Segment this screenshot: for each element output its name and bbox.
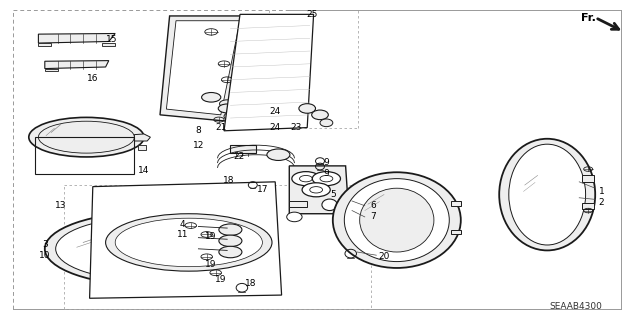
Text: 17: 17 (257, 185, 268, 194)
Text: 20: 20 (378, 252, 390, 261)
Ellipse shape (45, 212, 256, 286)
Text: 6: 6 (371, 201, 376, 210)
Text: 9: 9 (324, 169, 329, 178)
Ellipse shape (219, 246, 242, 258)
Text: 10: 10 (39, 251, 51, 260)
Text: 4: 4 (180, 220, 185, 229)
Text: 24: 24 (269, 123, 281, 132)
Ellipse shape (219, 235, 242, 247)
Polygon shape (451, 230, 461, 234)
Ellipse shape (312, 172, 340, 186)
Text: 16: 16 (87, 74, 99, 83)
Text: 19: 19 (205, 260, 217, 269)
Ellipse shape (202, 93, 221, 102)
Polygon shape (582, 175, 594, 182)
Text: 3: 3 (42, 240, 47, 249)
Text: 7: 7 (371, 212, 376, 221)
Polygon shape (45, 69, 58, 71)
Polygon shape (160, 16, 250, 121)
Ellipse shape (299, 104, 316, 113)
Text: 11: 11 (177, 230, 188, 239)
Bar (35, 137, 134, 174)
Ellipse shape (302, 183, 330, 197)
Ellipse shape (115, 218, 262, 267)
Ellipse shape (224, 113, 237, 120)
Polygon shape (230, 145, 256, 153)
Text: 9: 9 (324, 158, 329, 167)
Ellipse shape (56, 217, 245, 281)
Ellipse shape (292, 172, 320, 186)
Text: 1: 1 (599, 187, 604, 196)
Ellipse shape (333, 172, 461, 268)
Text: 24: 24 (269, 107, 281, 116)
Polygon shape (90, 182, 282, 298)
Polygon shape (451, 201, 461, 206)
Text: 19: 19 (205, 232, 217, 241)
Text: 25: 25 (307, 10, 318, 19)
Ellipse shape (220, 100, 235, 108)
Polygon shape (582, 203, 594, 209)
Text: 18: 18 (223, 176, 235, 185)
Text: 14: 14 (138, 166, 150, 175)
Text: 18: 18 (245, 279, 257, 288)
Text: 5: 5 (330, 190, 335, 199)
Polygon shape (138, 145, 146, 150)
Polygon shape (289, 166, 349, 214)
Polygon shape (166, 21, 240, 115)
Polygon shape (102, 43, 115, 46)
Ellipse shape (267, 149, 290, 160)
Text: 8: 8 (196, 126, 201, 135)
Ellipse shape (322, 199, 337, 211)
Ellipse shape (344, 179, 449, 262)
Text: 2: 2 (599, 198, 604, 207)
Text: 12: 12 (193, 141, 204, 150)
Text: 21: 21 (215, 123, 227, 132)
Polygon shape (289, 201, 307, 207)
Text: 23: 23 (290, 123, 301, 132)
Polygon shape (134, 134, 150, 141)
Ellipse shape (106, 214, 272, 271)
Ellipse shape (509, 144, 586, 245)
Text: SEAAB4300: SEAAB4300 (550, 302, 602, 311)
Ellipse shape (219, 224, 242, 235)
Ellipse shape (218, 104, 236, 113)
Polygon shape (38, 33, 115, 43)
Ellipse shape (312, 110, 328, 120)
Text: 13: 13 (55, 201, 67, 210)
Ellipse shape (287, 212, 302, 222)
Polygon shape (38, 43, 51, 46)
Ellipse shape (360, 188, 434, 252)
Text: 22: 22 (233, 152, 244, 161)
Text: 15: 15 (106, 35, 118, 44)
Polygon shape (224, 14, 314, 131)
Text: Fr.: Fr. (581, 12, 596, 23)
Ellipse shape (320, 119, 333, 127)
Text: 19: 19 (215, 275, 227, 284)
Ellipse shape (29, 117, 144, 157)
Polygon shape (45, 61, 109, 69)
Ellipse shape (499, 139, 595, 250)
